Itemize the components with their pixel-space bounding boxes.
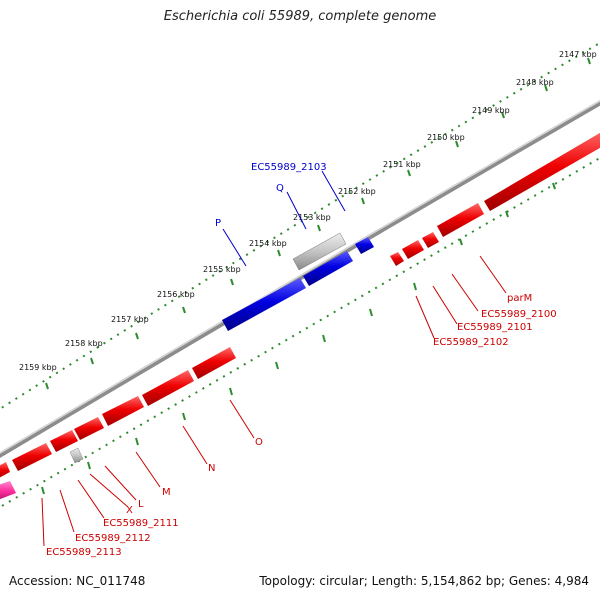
accession-text: Accession: NC_011748 — [9, 574, 146, 588]
gene-pink-forward — [0, 481, 16, 500]
gene-label: N — [208, 463, 215, 474]
map-title: Escherichia coli 55989, complete genome — [163, 9, 437, 24]
tick-label: 2159 kbp — [19, 363, 57, 372]
tick-label: 2147 kbp — [559, 50, 597, 59]
inner-major-ticks — [41, 182, 556, 495]
tick-label: 2150 kbp — [427, 133, 465, 142]
gene-label: M — [162, 487, 171, 498]
gene-label: EC55989_2100 — [481, 309, 557, 320]
gene-red-forward — [484, 132, 600, 211]
gene-label: P — [215, 218, 221, 229]
tick-label: 2151 kbp — [383, 160, 421, 169]
tick-label: 2156 kbp — [157, 290, 195, 299]
outer-tick-track — [0, 41, 600, 411]
gene-grey-forward — [69, 447, 84, 464]
gene-label: O — [255, 437, 263, 448]
gene-red-forward — [437, 203, 484, 237]
gene-red-forward — [74, 417, 104, 440]
tick-label: 2158 kbp — [65, 339, 103, 348]
red-gene-labels: parM EC55989_2100 EC55989_2101 EC55989_2… — [46, 293, 557, 558]
gene-red-forward — [0, 462, 10, 478]
gene-red-forward — [12, 443, 52, 471]
gene-label: EC55989_2103 — [251, 162, 327, 173]
gene-label: EC55989_2111 — [103, 518, 179, 529]
gene-label: EC55989_2102 — [433, 337, 509, 348]
gene-red-forward — [50, 430, 78, 452]
gene-red-forward — [142, 370, 194, 406]
gene-grey-reverse — [292, 232, 347, 271]
gene-label: L — [138, 499, 144, 510]
forward-strand-genes — [0, 132, 600, 500]
gene-label: EC55989_2113 — [46, 547, 122, 558]
outer-major-ticks — [45, 57, 591, 390]
tick-label: 2148 kbp — [516, 78, 554, 87]
gene-blue-reverse — [303, 251, 353, 286]
tick-label: 2149 kbp — [472, 106, 510, 115]
gene-label: EC55989_2112 — [75, 533, 151, 544]
blue-leader-lines — [222, 170, 346, 267]
gene-label: Q — [276, 183, 284, 194]
topology-text: Topology: circular; Length: 5,154,862 bp… — [259, 574, 589, 588]
tick-label: 2157 kbp — [111, 315, 149, 324]
gene-label: EC55989_2101 — [457, 322, 533, 333]
gene-blue-reverse — [355, 237, 374, 254]
genome-backbone — [0, 100, 600, 458]
red-leader-lines — [41, 255, 507, 547]
reverse-strand-genes — [222, 232, 374, 331]
inner-tick-track — [0, 156, 600, 509]
gene-blue-reverse — [222, 278, 306, 331]
tick-labels: 2147 kbp 2148 kbp 2149 kbp 2150 kbp 2151… — [19, 50, 597, 372]
gene-red-forward — [402, 240, 424, 259]
tick-label: 2155 kbp — [203, 265, 241, 274]
tick-label: 2153 kbp — [293, 213, 331, 222]
tick-label: 2152 kbp — [338, 187, 376, 196]
tick-label: 2154 kbp — [249, 239, 287, 248]
gene-red-forward — [422, 232, 439, 248]
blue-gene-labels: EC55989_2103 Q P — [215, 162, 327, 229]
gene-label: X — [126, 505, 133, 516]
gene-label: parM — [507, 293, 532, 304]
gene-red-forward — [390, 252, 404, 266]
gene-red-forward — [102, 396, 144, 426]
gene-red-forward — [192, 347, 236, 379]
